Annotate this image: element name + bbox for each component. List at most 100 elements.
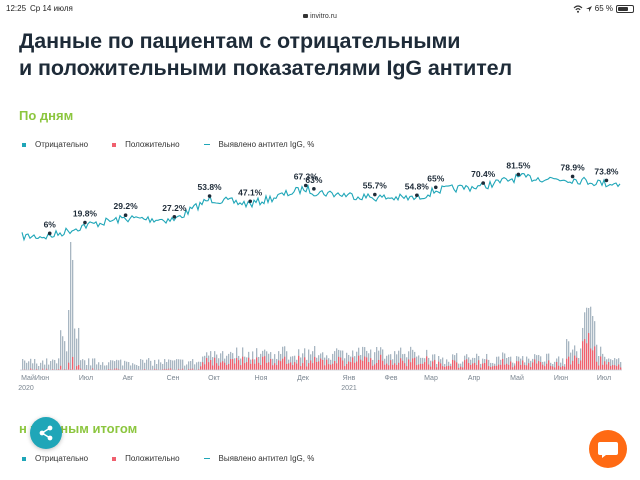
negative-bar <box>184 365 186 370</box>
positive-bar <box>178 368 180 371</box>
negative-bar <box>178 359 180 371</box>
igg-point <box>433 185 438 190</box>
negative-bar <box>618 358 620 370</box>
positive-bar <box>584 339 586 371</box>
positive-bar <box>398 362 400 370</box>
negative-bar <box>54 359 56 370</box>
positive-bar <box>118 369 120 371</box>
positive-bar <box>216 363 218 371</box>
positive-bar <box>322 359 324 370</box>
negative-bar <box>610 359 612 370</box>
negative-bar <box>84 360 86 371</box>
negative-bar <box>204 355 206 371</box>
positive-bar <box>422 363 424 371</box>
share-button[interactable] <box>30 417 62 449</box>
negative-bar <box>306 359 308 370</box>
positive-bar <box>230 359 232 371</box>
igg-point <box>415 193 419 198</box>
negative-bar <box>382 349 384 371</box>
positive-bar <box>412 358 414 370</box>
igg-data-label: 81.5% <box>506 160 531 170</box>
negative-bar <box>62 336 64 371</box>
igg-data-label: 55.7% <box>363 181 388 191</box>
positive-bar <box>444 366 446 370</box>
positive-bar <box>170 368 172 371</box>
legend-item-negative[interactable]: Отрицательно <box>22 140 88 149</box>
positive-bar <box>490 367 492 371</box>
chat-button[interactable] <box>589 430 627 468</box>
positive-bar <box>382 360 384 371</box>
igg-point <box>83 220 87 225</box>
positive-bar <box>474 362 476 370</box>
positive-bar <box>562 366 564 371</box>
positive-bar <box>266 362 268 371</box>
positive-bar <box>614 365 616 371</box>
positive-bar <box>400 358 402 370</box>
legend-item-positive-2[interactable]: Положительно <box>112 454 180 463</box>
negative-bar <box>614 358 616 370</box>
legend-item-positive[interactable]: Положительно <box>112 140 180 149</box>
positive-bar <box>494 365 496 370</box>
legend-item-igg-2[interactable]: Выявлено антител IgG, % <box>203 454 314 463</box>
negative-bar <box>566 339 568 370</box>
positive-bar <box>430 366 432 370</box>
negative-bar <box>594 321 596 371</box>
positive-bar <box>578 363 580 370</box>
negative-bar <box>90 365 92 370</box>
address-bar[interactable]: invitro.ru <box>0 13 640 20</box>
igg-daily-chart[interactable]: 6% 19.8% 29.2% 27.2% 53.8% 47.1% 67.3%63% 55.7%… <box>0 150 640 410</box>
positive-bar <box>198 369 200 370</box>
positive-bar <box>582 341 584 371</box>
positive-bar <box>76 366 78 371</box>
positive-bar <box>284 356 286 371</box>
x-tick-label: Июл <box>79 375 93 382</box>
positive-bar <box>542 364 544 370</box>
legend-swatch-igg <box>203 143 210 146</box>
positive-bar <box>394 363 396 371</box>
negative-bar <box>130 365 132 370</box>
igg-markers-group: 6% 19.8% 29.2% 27.2% 53.8% 47.1% 67.3%63% 55.7%… <box>44 160 619 236</box>
year-label: 2020 <box>18 385 34 392</box>
legend-item-igg[interactable]: Выявлено антител IgG, % <box>203 140 314 149</box>
page-title: Данные по пациентам с отрицательными и п… <box>19 28 512 82</box>
positive-bar <box>458 367 460 370</box>
positive-bar <box>272 365 274 370</box>
legend-swatch-positive-2 <box>112 456 117 461</box>
negative-bar <box>562 358 564 371</box>
positive-bar <box>572 360 574 371</box>
negative-bar <box>446 359 448 370</box>
negative-bar <box>372 359 374 371</box>
positive-bar <box>388 365 390 370</box>
positive-bar <box>268 362 270 371</box>
negative-bar <box>22 359 24 371</box>
positive-bar <box>534 359 536 370</box>
positive-bar <box>454 360 456 370</box>
x-tick-label: Сен <box>167 375 180 382</box>
positive-bar <box>182 368 184 371</box>
negative-bar <box>96 364 98 371</box>
igg-point <box>172 214 177 219</box>
negative-bar <box>312 351 314 370</box>
positive-bar <box>532 362 534 371</box>
positive-bar <box>478 360 480 370</box>
negative-bar <box>558 356 560 371</box>
positive-bar <box>560 367 562 370</box>
positive-bar <box>530 366 532 371</box>
negative-bar <box>192 359 194 370</box>
positive-bar <box>248 357 250 370</box>
positive-bar <box>464 360 466 370</box>
negative-bar <box>526 356 528 370</box>
positive-bar <box>390 360 392 370</box>
igg-data-label: 70.4% <box>471 169 496 179</box>
negative-bar <box>456 353 458 371</box>
chat-bubble-icon <box>598 442 618 458</box>
negative-bar <box>570 352 572 370</box>
positive-bar <box>450 366 452 370</box>
negative-bar <box>112 360 114 370</box>
positive-bar <box>452 359 454 371</box>
negative-bar <box>186 364 188 371</box>
legend-item-negative-2[interactable]: Отрицательно <box>22 454 88 463</box>
positive-bar <box>588 333 590 371</box>
positive-bar <box>618 364 620 371</box>
positive-bar <box>446 366 448 371</box>
